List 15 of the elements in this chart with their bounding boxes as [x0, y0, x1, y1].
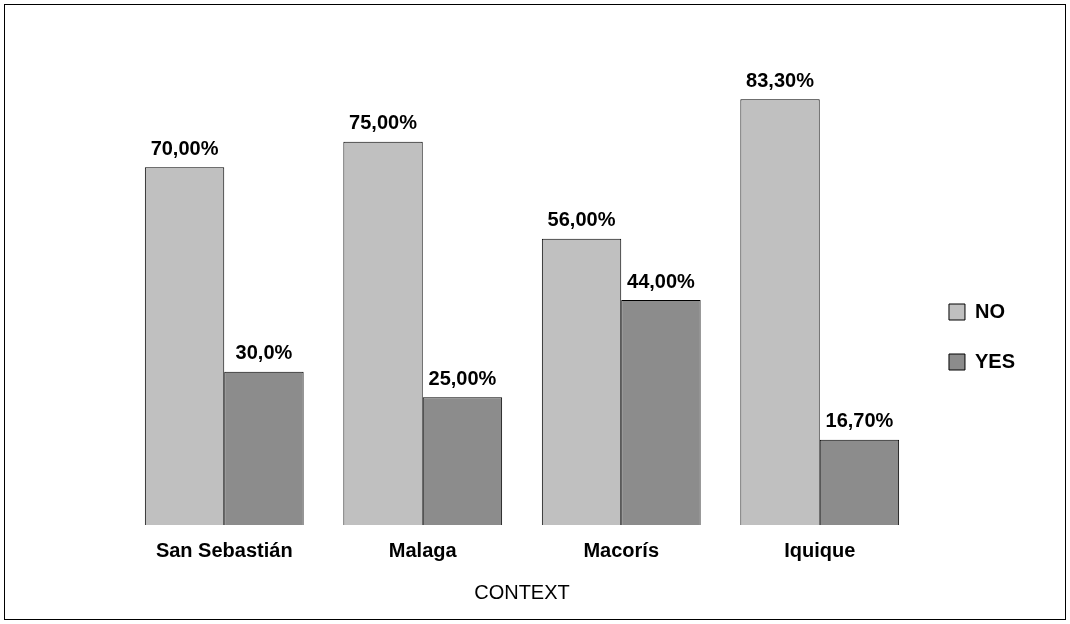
data-label: 75,00%	[349, 111, 418, 134]
legend-label: YES	[974, 349, 1016, 372]
x-tick-label: Malaga	[388, 538, 458, 561]
data-label: 30,0%	[235, 341, 293, 364]
x-tick-label: Macorís	[583, 538, 660, 561]
legend-label: NO	[974, 299, 1005, 322]
data-label: 44,00%	[627, 269, 696, 292]
data-label: 70,00%	[150, 136, 219, 159]
data-label: 16,70%	[825, 409, 894, 432]
x-tick-label: Iquique	[784, 538, 856, 561]
data-label: 56,00%	[547, 208, 616, 231]
data-label: 83,30%	[746, 68, 815, 91]
x-axis-title: CONTEXT	[474, 580, 570, 603]
x-tick-label: San Sebastián	[155, 538, 293, 561]
data-label: 25,00%	[428, 366, 497, 389]
